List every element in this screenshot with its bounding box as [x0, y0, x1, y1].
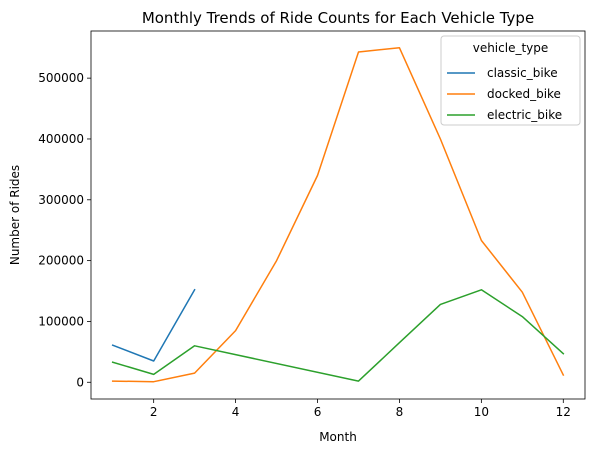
chart-title: Monthly Trends of Ride Counts for Each V…: [142, 9, 534, 27]
x-tick-label: 4: [232, 405, 240, 419]
x-tick-label: 10: [474, 405, 489, 419]
y-tick-label: 400000: [38, 132, 84, 146]
y-axis: 0 100000 200000 300000 400000 500000: [38, 71, 91, 389]
y-tick-label: 300000: [38, 193, 84, 207]
legend-label-docked-bike: docked_bike: [487, 87, 561, 101]
legend-label-electric-bike: electric_bike: [487, 108, 562, 122]
legend: vehicle_type classic_bike docked_bikeelec…: [440, 35, 581, 126]
series-group: [111, 46, 565, 383]
series-line-docked-bike: [111, 46, 565, 383]
legend-label-classic-bike: classic_bike: [487, 66, 558, 80]
legend-title: vehicle_type: [473, 41, 549, 55]
plot-area: [90, 30, 586, 400]
x-axis: 2 4 6 8 10 12: [150, 399, 571, 419]
x-tick-label: 8: [396, 405, 404, 419]
x-axis-label: Month: [319, 430, 357, 444]
y-tick-label: 500000: [38, 71, 84, 85]
x-tick-label: 2: [150, 405, 158, 419]
x-tick-label: 12: [556, 405, 571, 419]
x-tick-label: 6: [314, 405, 322, 419]
y-tick-label: 100000: [38, 314, 84, 328]
series-line-electric-bike: [111, 289, 565, 382]
plot-frame: [90, 30, 586, 400]
y-tick-label: 0: [76, 375, 84, 389]
y-tick-label: 200000: [38, 254, 84, 268]
y-axis-label: Number of Rides: [8, 165, 22, 265]
series-line-classic-bike: [111, 288, 196, 362]
legend-box: [440, 35, 581, 126]
